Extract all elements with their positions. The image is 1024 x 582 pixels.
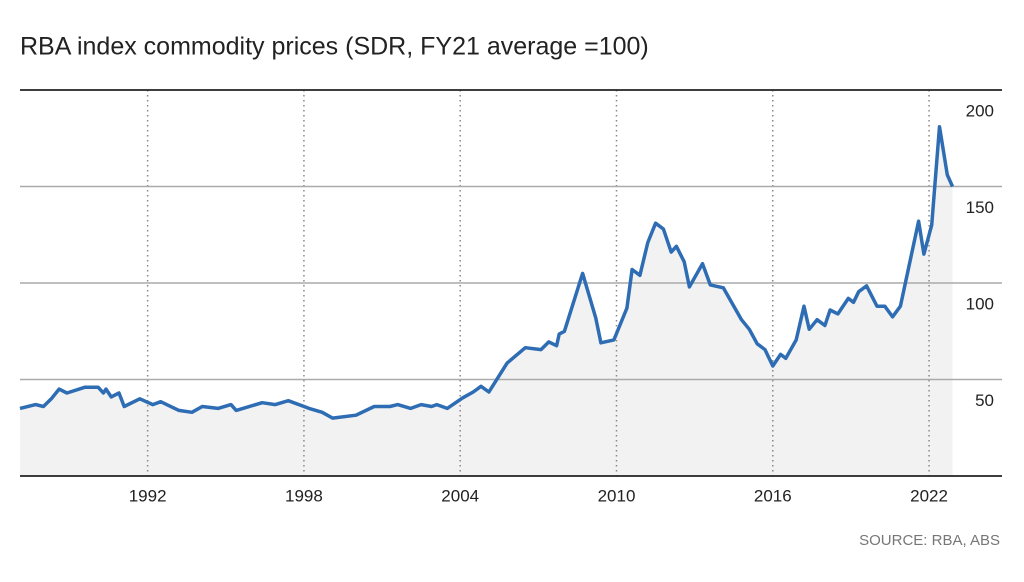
y-tick-label: 200 [966, 101, 994, 120]
y-tick-label: 100 [966, 294, 994, 313]
x-tick-label: 1992 [129, 486, 167, 505]
source: SOURCE: RBA, ABS [859, 532, 1000, 549]
x-tick-label: 2010 [598, 486, 636, 505]
x-tick-label: 2022 [910, 486, 948, 505]
line [19, 124, 955, 420]
x-tick-label: 2016 [754, 486, 792, 505]
x-tick-label: 2004 [441, 486, 479, 505]
y-tick-label: 150 [966, 198, 994, 217]
x-tick-label: 1998 [285, 486, 323, 505]
y-tick-label: 50 [975, 391, 994, 410]
area [20, 126, 953, 476]
chart-title: RBA index commodity prices (SDR, FY21 av… [20, 33, 649, 61]
